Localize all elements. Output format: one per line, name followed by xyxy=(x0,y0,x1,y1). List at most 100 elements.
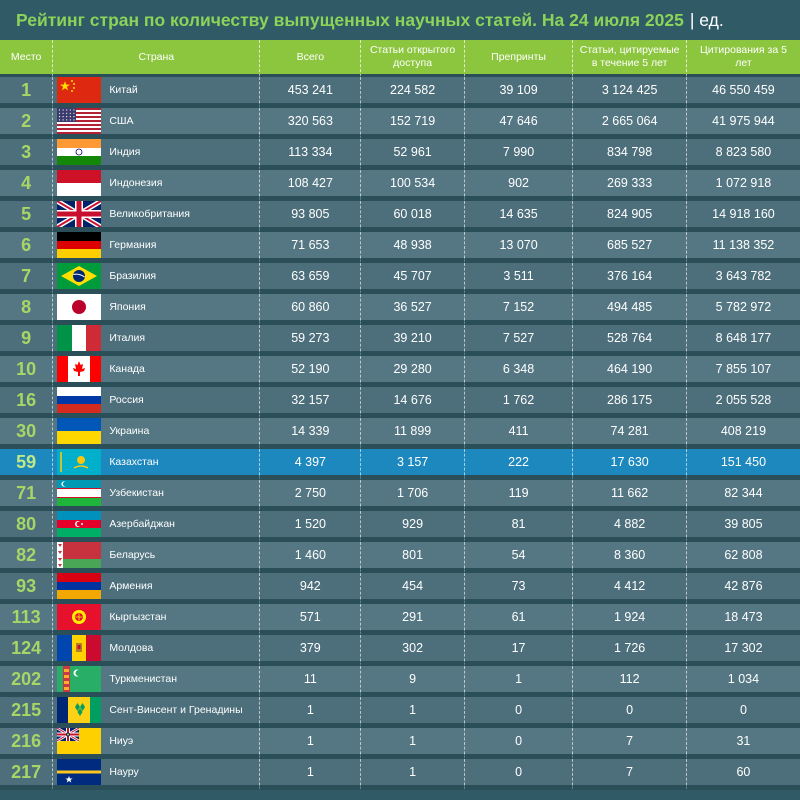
kyrgyzstan-flag-icon xyxy=(57,604,102,630)
table-row: 8 Япония 60 860 36 527 7 152 494 485 5 782 972 xyxy=(0,294,800,325)
rank-cell: 59 xyxy=(0,449,54,480)
citations-cell: 60 xyxy=(686,759,800,790)
usa-flag-icon xyxy=(57,108,102,134)
preprints-cell: 3 511 xyxy=(464,263,574,294)
preprints-cell: 1 xyxy=(464,666,574,697)
citations-cell: 18 473 xyxy=(686,604,800,635)
kazakhstan-flag-icon xyxy=(57,449,102,475)
country-cell: Япония xyxy=(53,294,261,325)
open-access-cell: 45 707 xyxy=(361,263,465,294)
country-name: Индонезия xyxy=(109,177,163,189)
country-name: Китай xyxy=(109,84,138,96)
table-row: 2 США 320 563 152 719 47 646 2 665 064 41 975 … xyxy=(0,108,800,139)
cited-cell: 2 665 064 xyxy=(573,108,687,139)
rank-cell: 9 xyxy=(0,325,54,356)
total-cell: 32 157 xyxy=(260,387,362,418)
cited-cell: 464 190 xyxy=(573,356,687,387)
citations-cell: 11 138 352 xyxy=(686,232,800,263)
open-access-cell: 36 527 xyxy=(361,294,465,325)
preprints-cell: 0 xyxy=(464,697,574,728)
country-name: Армения xyxy=(109,580,153,592)
open-access-cell: 11 899 xyxy=(361,418,465,449)
country-name: Великобритания xyxy=(109,208,190,220)
country-name: Бразилия xyxy=(109,270,157,282)
country-name: Казахстан xyxy=(109,456,159,468)
country-name: Сент-Винсент и Гренадины xyxy=(109,704,243,716)
open-access-cell: 39 210 xyxy=(361,325,465,356)
total-cell: 1 xyxy=(260,728,362,759)
header-open-access: Статьи открытого доступа xyxy=(361,40,465,77)
table-row: 80 Азербайджан 1 520 929 81 4 882 39 805 xyxy=(0,511,800,542)
country-name: Италия xyxy=(109,332,146,344)
header-citations: Цитирования за 5 лет xyxy=(686,40,800,77)
rank-cell: 6 xyxy=(0,232,54,263)
cited-cell: 1 924 xyxy=(573,604,687,635)
open-access-cell: 3 157 xyxy=(361,449,465,480)
cited-cell: 286 175 xyxy=(573,387,687,418)
country-name: Индия xyxy=(109,146,141,158)
table-row: 82 Беларусь 1 460 801 54 8 360 62 808 xyxy=(0,542,800,573)
table-row: 217 Науру 1 1 0 7 60 xyxy=(0,759,800,790)
indonesia-flag-icon xyxy=(57,170,102,196)
preprints-cell: 17 xyxy=(464,635,574,666)
rank-cell: 80 xyxy=(0,511,54,542)
uzbekistan-flag-icon xyxy=(57,480,102,506)
cited-cell: 4 412 xyxy=(573,573,687,604)
citations-cell: 42 876 xyxy=(686,573,800,604)
country-cell: США xyxy=(53,108,261,139)
citations-cell: 62 808 xyxy=(686,542,800,573)
canada-flag-icon xyxy=(57,356,102,382)
preprints-cell: 39 109 xyxy=(464,77,574,108)
table-row: 16 Россия 32 157 14 676 1 762 286 175 2 055 52… xyxy=(0,387,800,418)
open-access-cell: 291 xyxy=(361,604,465,635)
preprints-cell: 0 xyxy=(464,759,574,790)
header-total: Всего xyxy=(260,40,362,77)
total-cell: 942 xyxy=(260,573,362,604)
country-cell: Ниуэ xyxy=(53,728,261,759)
table-row: 1 Китай 453 241 224 582 39 109 3 124 425 46 55… xyxy=(0,77,800,108)
open-access-cell: 14 676 xyxy=(361,387,465,418)
moldova-flag-icon xyxy=(57,635,102,661)
cited-cell: 528 764 xyxy=(573,325,687,356)
total-cell: 2 750 xyxy=(260,480,362,511)
rank-cell: 216 xyxy=(0,728,54,759)
country-cell: Индия xyxy=(53,139,261,170)
cited-cell: 11 662 xyxy=(573,480,687,511)
ukraine-flag-icon xyxy=(57,418,102,444)
preprints-cell: 1 762 xyxy=(464,387,574,418)
cited-cell: 7 xyxy=(573,728,687,759)
citations-cell: 14 918 160 xyxy=(686,201,800,232)
country-name: Кыргызстан xyxy=(109,611,167,623)
open-access-cell: 9 xyxy=(361,666,465,697)
country-cell: Армения xyxy=(53,573,261,604)
rank-cell: 82 xyxy=(0,542,54,573)
preprints-cell: 119 xyxy=(464,480,574,511)
country-cell: Науру xyxy=(53,759,261,790)
country-name: Ниуэ xyxy=(109,735,134,747)
rank-cell: 124 xyxy=(0,635,54,666)
citations-cell: 17 302 xyxy=(686,635,800,666)
citations-cell: 408 219 xyxy=(686,418,800,449)
citations-cell: 46 550 459 xyxy=(686,77,800,108)
cited-cell: 0 xyxy=(573,697,687,728)
total-cell: 4 397 xyxy=(260,449,362,480)
open-access-cell: 52 961 xyxy=(361,139,465,170)
preprints-cell: 7 990 xyxy=(464,139,574,170)
china-flag-icon xyxy=(57,77,102,103)
total-cell: 14 339 xyxy=(260,418,362,449)
country-name: Туркменистан xyxy=(109,673,178,685)
total-cell: 571 xyxy=(260,604,362,635)
country-name: США xyxy=(109,115,134,127)
header-cited: Статьи, цитируемые в течение 5 лет xyxy=(573,40,687,77)
rank-cell: 3 xyxy=(0,139,54,170)
rank-cell: 217 xyxy=(0,759,54,790)
table-row: 5 Великобритания 93 805 60 018 14 635 824 905… xyxy=(0,201,800,232)
rank-cell: 10 xyxy=(0,356,54,387)
nauru-flag-icon xyxy=(57,759,102,785)
table-row: 10 Канада 52 190 29 280 6 348 464 190 7 855 10… xyxy=(0,356,800,387)
citations-cell: 0 xyxy=(686,697,800,728)
saint-vincent-flag-icon xyxy=(57,697,102,723)
country-name: Узбекистан xyxy=(109,487,164,499)
country-cell: Беларусь xyxy=(53,542,261,573)
cited-cell: 494 485 xyxy=(573,294,687,325)
